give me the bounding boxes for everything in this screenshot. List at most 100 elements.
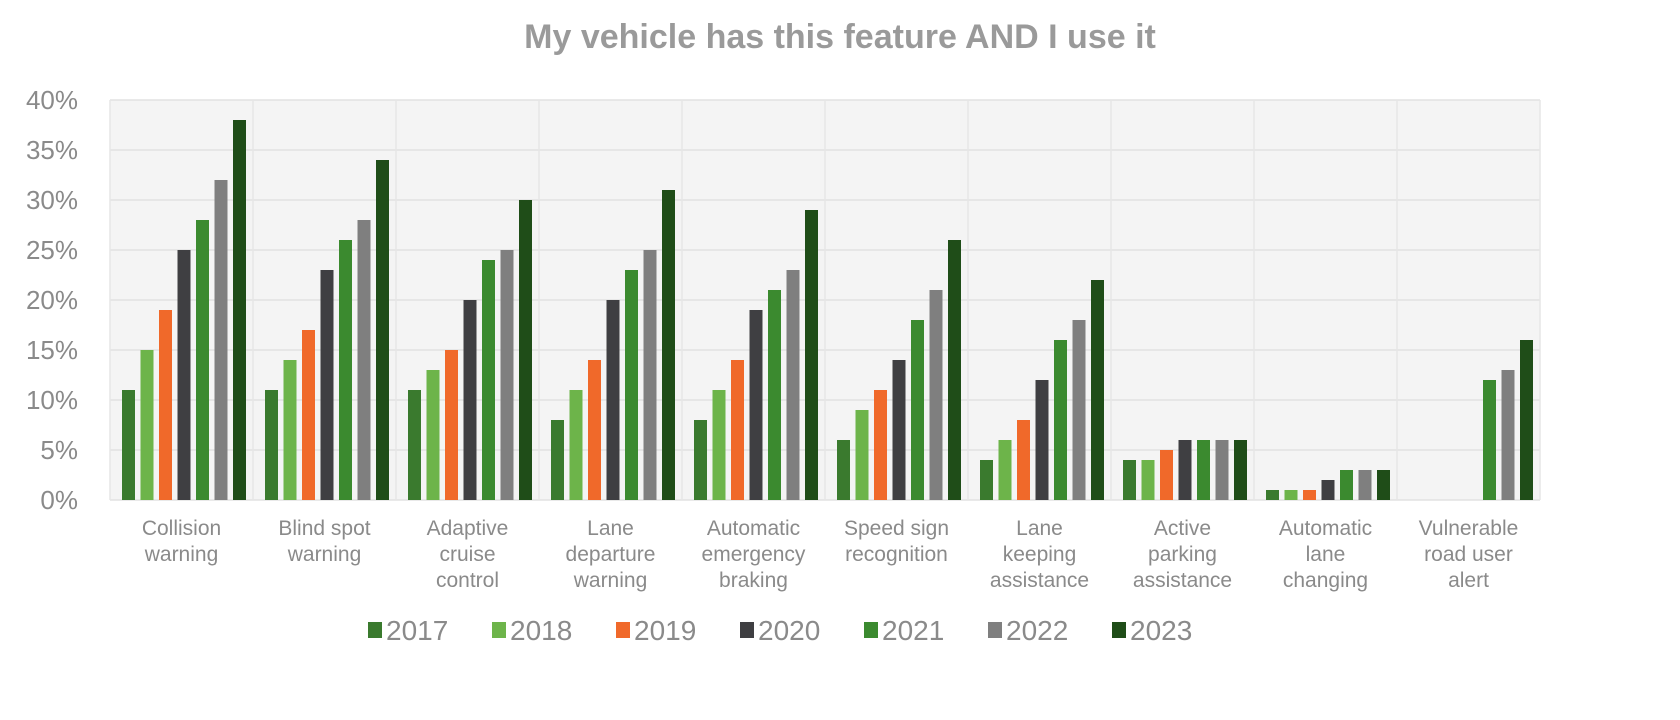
bar-2020	[749, 310, 763, 500]
bar-2021	[482, 260, 495, 500]
bar-2019	[874, 390, 887, 500]
bar-2022	[786, 270, 800, 500]
legend-swatch-2021	[864, 622, 878, 638]
bar-2020	[892, 360, 906, 500]
y-tick-label: 5%	[40, 435, 78, 465]
bar-2020	[1178, 440, 1192, 500]
legend-swatch-2022	[988, 622, 1002, 638]
bar-2017	[551, 420, 564, 500]
legend-swatch-2023	[1112, 622, 1126, 638]
legend-swatch-2020	[740, 622, 754, 638]
bar-2023	[376, 160, 389, 500]
bar-2019	[445, 350, 458, 500]
bar-2023	[1520, 340, 1533, 500]
category-label: warning	[287, 543, 362, 566]
category-label: Automatic	[707, 517, 800, 540]
bar-2021	[625, 270, 638, 500]
category-label: assistance	[990, 569, 1089, 592]
bar-2023	[805, 210, 818, 500]
bar-2021	[1340, 470, 1353, 500]
category-label: Lane	[1016, 517, 1063, 540]
y-tick-label: 15%	[26, 335, 78, 365]
bar-2022	[1072, 320, 1086, 500]
category-label: alert	[1448, 569, 1489, 592]
bar-2019	[1017, 420, 1030, 500]
y-tick-label: 40%	[26, 85, 78, 115]
legend-swatch-2019	[616, 622, 630, 638]
bar-2017	[122, 390, 135, 500]
bar-2019	[159, 310, 172, 500]
bar-2020	[320, 270, 334, 500]
bar-2022	[1358, 470, 1372, 500]
y-tick-label: 35%	[26, 135, 78, 165]
bar-2023	[1377, 470, 1390, 500]
bar-2021	[339, 240, 352, 500]
bar-2017	[1266, 490, 1279, 500]
bar-2023	[662, 190, 675, 500]
bar-2021	[768, 290, 781, 500]
bar-2017	[1123, 460, 1136, 500]
bar-2020	[463, 300, 477, 500]
bar-2021	[1483, 380, 1496, 500]
category-label: Vulnerable	[1419, 517, 1519, 540]
category-label: lane	[1306, 543, 1346, 566]
category-label: keeping	[1003, 543, 1077, 566]
bar-2019	[302, 330, 315, 500]
category-label: control	[436, 569, 499, 592]
category-label: Speed sign	[844, 517, 949, 540]
legend-label: 2020	[758, 615, 820, 646]
category-label: Lane	[587, 517, 634, 540]
bar-2022	[929, 290, 943, 500]
bar-2017	[837, 440, 850, 500]
bar-2018	[426, 370, 440, 500]
bar-2018	[1141, 460, 1155, 500]
y-tick-label: 20%	[26, 285, 78, 315]
y-tick-label: 10%	[26, 385, 78, 415]
bar-2019	[731, 360, 744, 500]
category-label: assistance	[1133, 569, 1232, 592]
bar-2022	[1215, 440, 1229, 500]
bar-2022	[214, 180, 228, 500]
legend-label: 2023	[1130, 615, 1192, 646]
bar-2018	[140, 350, 154, 500]
y-tick-label: 0%	[40, 485, 78, 515]
category-label: parking	[1148, 543, 1217, 566]
bar-2023	[1234, 440, 1247, 500]
bar-2020	[1035, 380, 1049, 500]
y-tick-label: 30%	[26, 185, 78, 215]
legend-label: 2017	[386, 615, 448, 646]
bar-2017	[408, 390, 421, 500]
bar-2023	[948, 240, 961, 500]
y-tick-label: 25%	[26, 235, 78, 265]
bar-2021	[911, 320, 924, 500]
legend-label: 2018	[510, 615, 572, 646]
bar-2020	[177, 250, 191, 500]
bar-2017	[980, 460, 993, 500]
bar-2018	[1284, 490, 1298, 500]
chart-title: My vehicle has this feature AND I use it	[524, 18, 1156, 56]
bar-2021	[196, 220, 209, 500]
legend-swatch-2018	[492, 622, 506, 638]
bar-2020	[1321, 480, 1335, 500]
bar-2023	[519, 200, 532, 500]
legend-swatch-2017	[368, 622, 382, 638]
bar-2020	[606, 300, 620, 500]
bar-2018	[712, 390, 726, 500]
bar-2022	[500, 250, 514, 500]
bar-2018	[998, 440, 1012, 500]
bar-2022	[1501, 370, 1515, 500]
category-label: warning	[144, 543, 219, 566]
category-label: Collision	[142, 517, 221, 540]
bar-2018	[855, 410, 869, 500]
bar-2022	[643, 250, 657, 500]
category-label: Automatic	[1279, 517, 1372, 540]
category-label: departure	[566, 543, 656, 566]
legend-label: 2022	[1006, 615, 1068, 646]
legend-label: 2019	[634, 615, 696, 646]
bar-2023	[1091, 280, 1104, 500]
bar-2019	[588, 360, 601, 500]
category-label: Blind spot	[278, 517, 370, 540]
category-label: cruise	[439, 543, 495, 566]
category-label: warning	[573, 569, 648, 592]
